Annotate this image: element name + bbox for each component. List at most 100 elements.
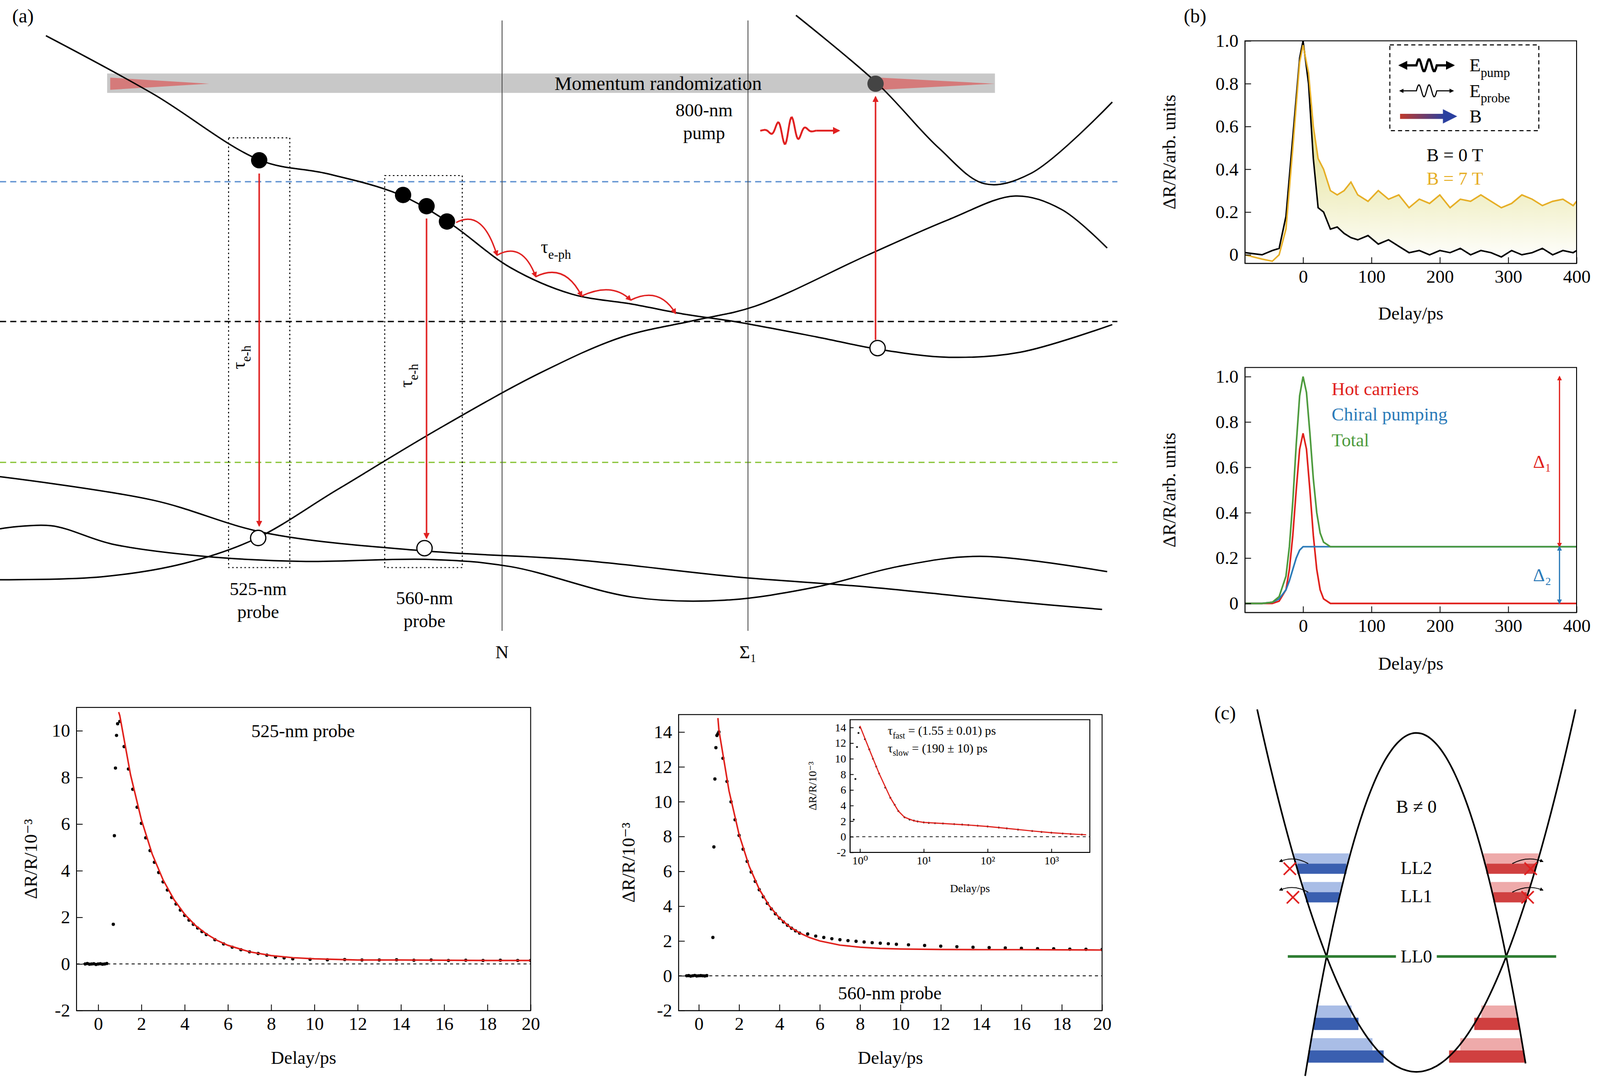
- landau-level-stripe: [1460, 1037, 1523, 1051]
- energy-level: [0, 320, 1118, 323]
- panel-label: (b): [1183, 5, 1206, 27]
- x-tick-mark: [1508, 257, 1510, 264]
- data-point: [987, 945, 991, 949]
- y-tick-mark: [76, 823, 83, 825]
- y-tick-mark: [678, 870, 685, 872]
- x-tick: 0: [694, 1004, 704, 1034]
- label-subscript: e-ph: [547, 247, 571, 262]
- plot-frame: [1244, 367, 1577, 613]
- y-tick-label: 0.2: [1215, 547, 1239, 568]
- x-tick-label: 300: [1494, 266, 1523, 287]
- y-tick-label: 1.0: [1215, 30, 1239, 51]
- scatter-series: [685, 730, 1103, 978]
- x-tick-mark: [940, 1004, 942, 1011]
- x-axis: 0100200300400: [1245, 606, 1591, 636]
- data-point: [846, 938, 850, 943]
- panel-label: (c): [1214, 701, 1236, 724]
- x-axis-line: [679, 1010, 1103, 1011]
- label-subscript: e-h: [239, 344, 254, 362]
- x-tick-mark: [923, 848, 925, 852]
- figure: Momentum randomization800-nmpumpτe-phτe-…: [0, 0, 1600, 1083]
- x-tick-label: 10: [891, 1013, 910, 1034]
- y-axis-title: ΔR/R/arb. units: [1159, 432, 1180, 548]
- x-tick-label: 0: [694, 1013, 704, 1034]
- x-tick: 16: [1012, 1004, 1031, 1034]
- chart: 02468101214161820-20246810Delay/psΔR/R/1…: [20, 707, 541, 1068]
- x-tick: 6: [223, 1004, 233, 1034]
- x-tick: 300: [1494, 257, 1523, 287]
- momentum-spike: [879, 77, 996, 90]
- phonon-hop: [581, 289, 631, 301]
- data-point: [711, 935, 715, 939]
- x-tick-label: 4: [775, 1013, 785, 1034]
- landau-level-stripe: [1474, 1017, 1519, 1031]
- y-tick-label: 10: [51, 720, 70, 741]
- legend-icon: [1400, 113, 1446, 120]
- band: [0, 476, 1103, 610]
- y-tick-label: 0.8: [1215, 73, 1239, 94]
- label-line: 525-nm: [229, 578, 287, 599]
- x-tick-label: 16: [1012, 1013, 1031, 1034]
- y-tick: 2: [840, 814, 854, 828]
- x-tick-mark: [271, 1004, 273, 1011]
- y-tick-label: 14: [834, 721, 847, 734]
- y-tick-mark: [76, 777, 83, 779]
- x-tick: 18: [478, 1004, 497, 1034]
- scatter-series: [852, 726, 1083, 836]
- y-tick-label: 6: [60, 813, 70, 834]
- landau-level-stripe: [1302, 881, 1342, 892]
- y-tick-mark: [1244, 512, 1251, 514]
- x-tick-label: 10²: [980, 854, 996, 867]
- landau-level-stripe: [1297, 863, 1347, 874]
- landau-diagram: B ≠ 0LL2LL1LL0: [1257, 709, 1576, 1076]
- y-tick-label: 12: [653, 756, 672, 777]
- y-tick-mark: [1244, 602, 1251, 604]
- x-tick: 12: [348, 1004, 367, 1034]
- y-axis-line: [850, 719, 851, 853]
- label-subscript: pump: [1480, 65, 1510, 80]
- y-tick-mark: [1244, 254, 1251, 256]
- data-point: [113, 766, 118, 770]
- x-tick: 0: [1298, 606, 1308, 636]
- x-tick-mark: [1439, 606, 1441, 613]
- y-tick: 6: [662, 860, 685, 881]
- y-tick: 6: [60, 813, 83, 834]
- y-tick: -2: [657, 999, 685, 1020]
- momentum-spike: [109, 77, 209, 90]
- y-tick-label: 6: [662, 860, 672, 881]
- y-tick: 8: [840, 767, 854, 781]
- y-tick: 0.2: [1215, 201, 1251, 222]
- x-tick: 12: [931, 1004, 951, 1034]
- y-tick-mark: [1244, 421, 1251, 423]
- band: [45, 35, 1113, 358]
- y-axis: -20246810: [51, 707, 83, 1020]
- y-tick-mark: [850, 852, 854, 854]
- plot-area: [76, 712, 531, 966]
- x-tick: 10: [305, 1004, 324, 1034]
- y-tick-label: 12: [834, 736, 846, 749]
- y-tick: 0: [1229, 244, 1251, 265]
- plot-frame: [1244, 40, 1577, 264]
- y-tick-label: 1.0: [1215, 366, 1239, 387]
- y-tick-mark: [1244, 211, 1251, 213]
- difference-fill: [1244, 40, 1577, 262]
- bracket-arrow: [1558, 376, 1561, 547]
- phonon-hop: [630, 295, 676, 314]
- x-tick-label: 20: [521, 1013, 540, 1034]
- x-tick: 16: [435, 1004, 454, 1034]
- y-tick-mark: [76, 870, 83, 872]
- x-tick-mark: [980, 1004, 982, 1011]
- y-tick-mark: [678, 940, 685, 942]
- data-point: [886, 941, 890, 945]
- y-tick-label: 0.4: [1215, 502, 1239, 523]
- x-tick-mark: [1051, 848, 1053, 852]
- data-point: [838, 937, 842, 942]
- blocked-mark: [1524, 862, 1537, 875]
- label-part: = (190 ± 10) ps: [909, 741, 988, 756]
- y-tick-mark: [76, 963, 83, 965]
- y-tick-mark: [1244, 40, 1251, 42]
- x-tick-label: 10¹: [916, 854, 932, 867]
- y-tick-mark: [1244, 83, 1251, 85]
- y-tick: 0.2: [1215, 547, 1251, 568]
- data-point: [855, 745, 858, 748]
